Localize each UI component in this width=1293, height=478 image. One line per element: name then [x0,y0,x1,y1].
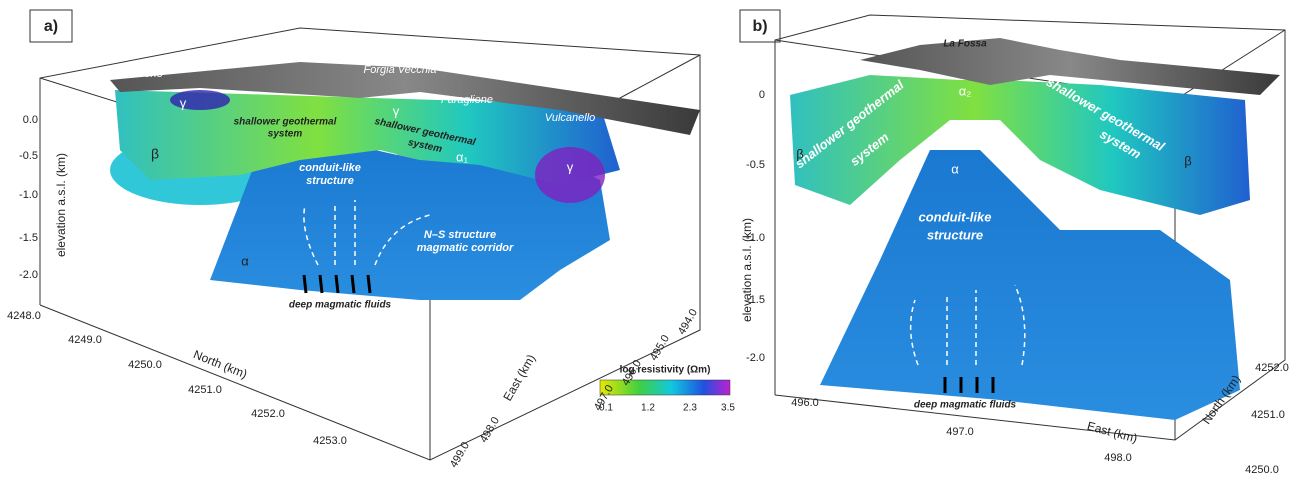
annotation: deep magmatic fluids [914,400,1017,411]
annotation: β [151,146,159,162]
y-axis-title: elevation a.s.l. (km) [54,153,68,257]
annotation: system [268,129,303,140]
annotation: γ [393,103,400,118]
annotation: β [796,146,803,161]
annotation: structure [306,175,354,187]
annotation: Forgia Vecchia [364,64,437,76]
east-tick-label: 498.0 [1104,452,1132,464]
north-tick-label: 4250.0 [1245,464,1279,476]
panel-label: a) [44,18,58,35]
y-tick-label: -1.5 [746,294,765,306]
colorbar-tick-label: 1.2 [641,403,655,414]
annotation: Mt. Saraceno [97,68,162,80]
y-tick-label: -0.5 [19,150,38,162]
colorbar-tick-label: 2.3 [683,403,697,414]
annotation: N–S structure [424,229,496,241]
annotation: deep magmatic fluids [289,300,392,311]
y-tick-label: -0.5 [746,159,765,171]
annotation: Vulcanello [545,112,596,124]
north-tick-label: 4252.0 [251,408,285,420]
east-tick-label: 495.0 [648,333,672,363]
y-tick-label: -1.0 [19,189,38,201]
annotation: α [951,161,959,176]
panel-b [740,10,1285,440]
east-tick-label: 499.0 [448,440,472,470]
y-tick-label: 0 [759,89,765,101]
y-tick-label: -1.5 [19,232,38,244]
annotation: γ [180,95,187,110]
north-tick-label: 4250.0 [128,359,162,371]
y-tick-label: -2.0 [746,352,765,364]
annotation: Faraglione [441,94,493,106]
annotation: structure [927,227,983,242]
north-tick-label: 4252.0 [1255,362,1289,374]
annotation: La Fossa [332,40,377,52]
y-tick-label: 0.0 [23,114,38,126]
east-axis-title: East (km) [1086,419,1139,446]
annotation: conduit-like [919,209,992,224]
conductive-body [535,147,605,203]
annotation: γ [567,159,574,174]
north-tick-label: 4251.0 [188,384,222,396]
annotation: α [241,253,249,268]
east-axis-title: East (km) [500,352,538,403]
panel-label: b) [752,18,767,35]
annotation: conduit-like [299,162,361,174]
east-tick-label: 497.0 [946,426,974,438]
colorbar-tick-label: 0.1 [599,403,613,414]
east-tick-label: 496.0 [791,397,819,409]
annotation: magmatic corridor [417,242,514,254]
colorbar-title: log resistivity (Ωm) [620,365,711,376]
colorbar-tick-label: 3.5 [721,403,735,414]
north-tick-label: 4249.0 [68,334,102,346]
annotation: shallower geothermal [234,117,337,128]
east-tick-label: 498.0 [478,415,502,445]
east-tick-label: 494.0 [676,307,700,337]
north-tick-label: 4253.0 [313,435,347,447]
annotation: β [1184,153,1191,168]
y-tick-label: -1.0 [746,232,765,244]
figure: a) elevation a.s.l. (km) 0.0 -0.5 -1.0 -1.5 -2… [0,0,1293,478]
annotation: La Fossa [943,39,987,50]
annotation: γ [1247,109,1254,124]
annotation: α₁ [456,149,469,164]
annotation: α₂ [959,83,972,98]
page: a) elevation a.s.l. (km) 0.0 -0.5 -1.0 -1.5 -2… [0,0,1293,478]
north-tick-label: 4248.0 [7,310,41,322]
y-tick-label: -2.0 [19,269,38,281]
north-tick-label: 4251.0 [1251,409,1285,421]
